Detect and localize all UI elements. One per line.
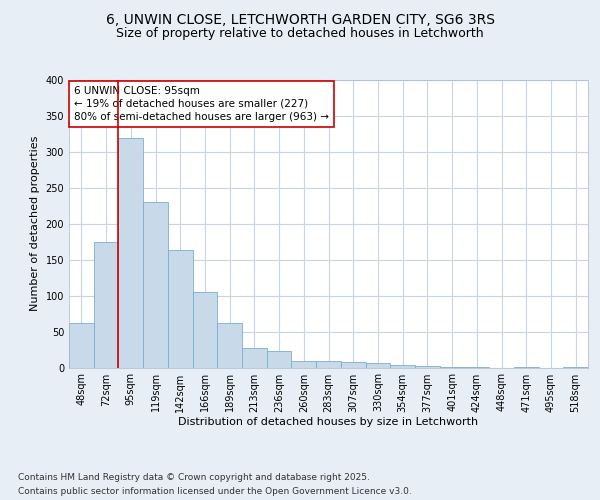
Bar — [242, 348, 267, 368]
Text: Contains public sector information licensed under the Open Government Licence v3: Contains public sector information licen… — [18, 488, 412, 496]
Bar — [217, 323, 242, 368]
Bar — [415, 366, 440, 368]
Bar — [440, 367, 464, 368]
Text: 6 UNWIN CLOSE: 95sqm
← 19% of detached houses are smaller (227)
80% of semi-deta: 6 UNWIN CLOSE: 95sqm ← 19% of detached h… — [74, 86, 329, 122]
Bar — [464, 367, 489, 368]
Bar — [316, 361, 341, 368]
Text: 6, UNWIN CLOSE, LETCHWORTH GARDEN CITY, SG6 3RS: 6, UNWIN CLOSE, LETCHWORTH GARDEN CITY, … — [106, 12, 494, 26]
Bar — [69, 323, 94, 368]
Y-axis label: Number of detached properties: Number of detached properties — [30, 136, 40, 312]
Bar — [118, 138, 143, 368]
Text: Size of property relative to detached houses in Letchworth: Size of property relative to detached ho… — [116, 28, 484, 40]
Bar — [292, 361, 316, 368]
Bar — [365, 363, 390, 368]
Bar — [341, 362, 365, 368]
Bar — [514, 367, 539, 368]
Bar — [168, 250, 193, 368]
Bar — [563, 367, 588, 368]
Text: Contains HM Land Registry data © Crown copyright and database right 2025.: Contains HM Land Registry data © Crown c… — [18, 472, 370, 482]
Bar — [390, 364, 415, 368]
Bar — [143, 202, 168, 368]
Bar — [267, 351, 292, 368]
X-axis label: Distribution of detached houses by size in Letchworth: Distribution of detached houses by size … — [178, 418, 479, 428]
Bar — [94, 242, 118, 368]
Bar — [193, 292, 217, 368]
